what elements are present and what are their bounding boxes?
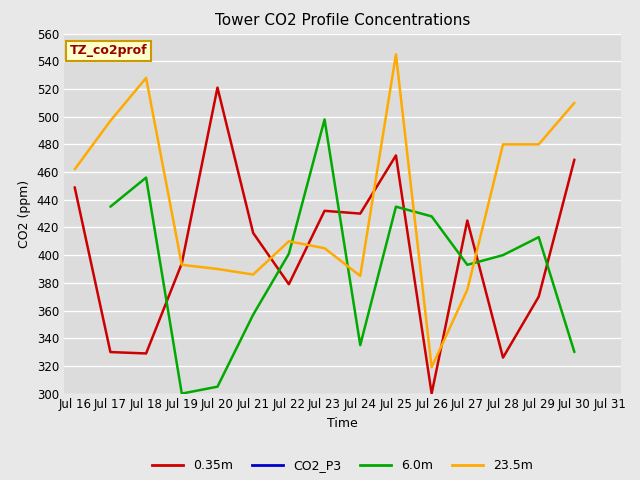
Y-axis label: CO2 (ppm): CO2 (ppm) <box>18 180 31 248</box>
X-axis label: Time: Time <box>327 417 358 430</box>
Title: Tower CO2 Profile Concentrations: Tower CO2 Profile Concentrations <box>214 13 470 28</box>
Legend: 0.35m, CO2_P3, 6.0m, 23.5m: 0.35m, CO2_P3, 6.0m, 23.5m <box>147 455 538 477</box>
Text: TZ_co2prof: TZ_co2prof <box>70 44 147 58</box>
